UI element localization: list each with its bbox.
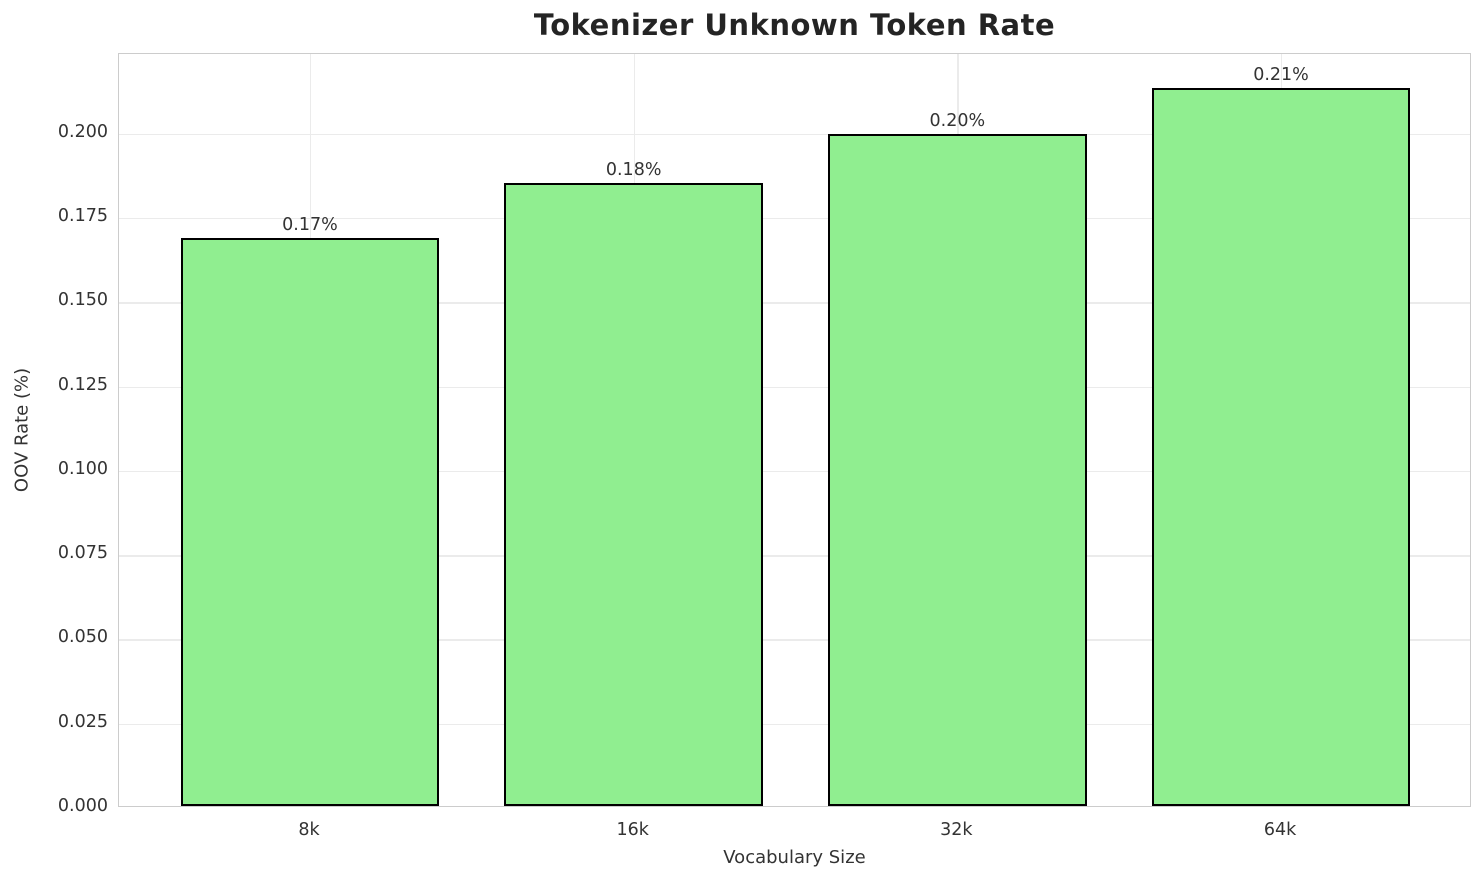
bar-64k xyxy=(1151,88,1411,806)
gridline-horizontal xyxy=(119,555,1470,557)
bar-value-label: 0.18% xyxy=(605,160,662,181)
gridline-horizontal xyxy=(119,386,1470,388)
y-tick-label: 0.150 xyxy=(57,290,108,311)
bar-32k xyxy=(827,133,1087,806)
gridline-horizontal xyxy=(119,133,1470,136)
bar-16k xyxy=(504,183,764,806)
x-axis-label: Vocabulary Size xyxy=(723,847,866,868)
gridline-horizontal xyxy=(119,723,1470,726)
gridline-horizontal xyxy=(119,639,1470,641)
gridline-horizontal xyxy=(119,218,1470,220)
x-tick-label: 64k xyxy=(1263,820,1297,840)
gridline-horizontal xyxy=(119,470,1470,473)
x-tick-label: 32k xyxy=(940,820,973,840)
plot-area: 0.17% 0.18% 0.20% 0.21% xyxy=(118,53,1471,807)
y-tick-label: 0.000 xyxy=(57,796,108,816)
y-axis-label: OOV Rate (%) xyxy=(11,367,33,493)
y-tick-label: 0.100 xyxy=(57,458,108,479)
chart-title: Tokenizer Unknown Token Rate xyxy=(533,8,1056,42)
bar-8k xyxy=(180,238,440,806)
gridline-horizontal xyxy=(119,302,1470,304)
y-tick-label: 0.175 xyxy=(57,206,108,227)
x-tick-label: 16k xyxy=(616,820,649,840)
y-tick-label: 0.075 xyxy=(57,543,108,564)
y-tick-label: 0.125 xyxy=(57,374,108,395)
x-tick-label: 8k xyxy=(298,820,320,840)
y-tick-label: 0.200 xyxy=(57,121,108,142)
y-tick-label: 0.025 xyxy=(57,711,108,732)
y-tick-label: 0.050 xyxy=(57,627,108,648)
bar-value-label: 0.17% xyxy=(282,215,338,236)
bar-value-label: 0.20% xyxy=(929,110,986,131)
bar-value-label: 0.21% xyxy=(1253,65,1309,86)
